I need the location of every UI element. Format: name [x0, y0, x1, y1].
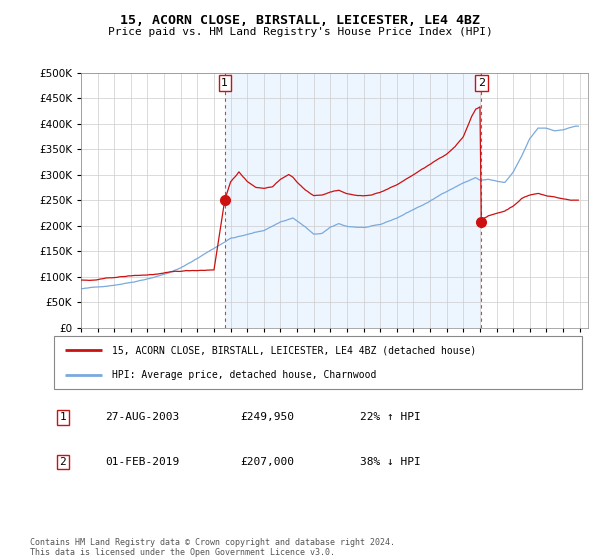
Text: 22% ↑ HPI: 22% ↑ HPI: [360, 412, 421, 422]
Text: 15, ACORN CLOSE, BIRSTALL, LEICESTER, LE4 4BZ (detached house): 15, ACORN CLOSE, BIRSTALL, LEICESTER, LE…: [112, 346, 476, 356]
Text: £207,000: £207,000: [240, 457, 294, 467]
Text: £249,950: £249,950: [240, 412, 294, 422]
Text: 15, ACORN CLOSE, BIRSTALL, LEICESTER, LE4 4BZ: 15, ACORN CLOSE, BIRSTALL, LEICESTER, LE…: [120, 14, 480, 27]
Text: 1: 1: [59, 412, 67, 422]
Text: 27-AUG-2003: 27-AUG-2003: [105, 412, 179, 422]
Bar: [225, 73, 481, 328]
FancyBboxPatch shape: [54, 336, 582, 389]
Text: 38% ↓ HPI: 38% ↓ HPI: [360, 457, 421, 467]
Text: 2: 2: [59, 457, 67, 467]
Text: 2: 2: [478, 78, 485, 88]
Text: 1: 1: [221, 78, 228, 88]
Text: Contains HM Land Registry data © Crown copyright and database right 2024.
This d: Contains HM Land Registry data © Crown c…: [30, 538, 395, 557]
Text: Price paid vs. HM Land Registry's House Price Index (HPI): Price paid vs. HM Land Registry's House …: [107, 27, 493, 37]
Text: 01-FEB-2019: 01-FEB-2019: [105, 457, 179, 467]
Text: HPI: Average price, detached house, Charnwood: HPI: Average price, detached house, Char…: [112, 370, 376, 380]
